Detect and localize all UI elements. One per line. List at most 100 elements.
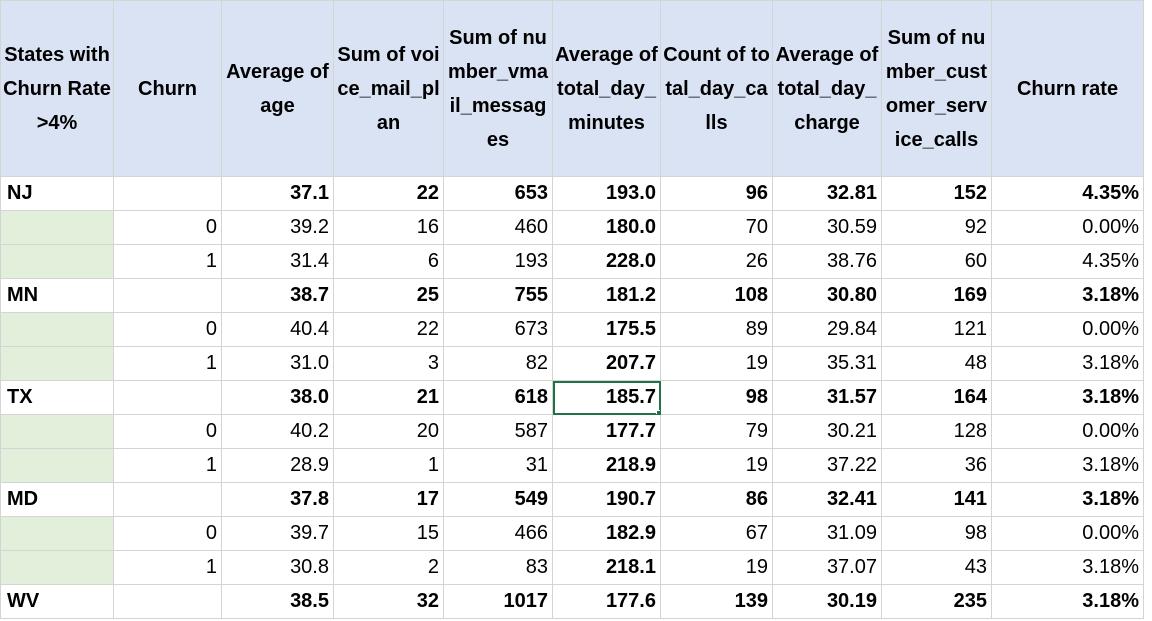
day-minutes-cell[interactable]: 218.9 [552,448,661,483]
churn-cell[interactable]: 1 [113,244,222,279]
age-cell[interactable]: 37.1 [221,176,334,211]
churn-rate-cell[interactable]: 3.18% [991,278,1144,313]
churn-rate-cell[interactable]: 3.18% [991,482,1144,517]
vmail-messages-cell[interactable]: 83 [443,550,553,585]
day-minutes-cell[interactable]: 228.0 [552,244,661,279]
state-cell[interactable] [0,516,114,551]
age-cell[interactable]: 37.8 [221,482,334,517]
service-calls-cell[interactable]: 92 [881,210,992,245]
voice-mail-plan-cell[interactable]: 20 [333,414,444,449]
voice-mail-plan-cell[interactable]: 2 [333,550,444,585]
churn-cell[interactable]: 1 [113,448,222,483]
age-cell[interactable]: 39.2 [221,210,334,245]
voice-mail-plan-cell[interactable]: 6 [333,244,444,279]
day-charge-cell[interactable]: 38.76 [772,244,882,279]
churn-rate-cell[interactable]: 0.00% [991,312,1144,347]
state-cell[interactable] [0,312,114,347]
churn-rate-cell[interactable]: 0.00% [991,210,1144,245]
age-cell[interactable]: 40.2 [221,414,334,449]
churn-rate-cell[interactable]: 3.18% [991,584,1144,619]
day-calls-cell[interactable]: 98 [660,380,773,415]
age-cell[interactable]: 38.7 [221,278,334,313]
churn-cell[interactable]: 1 [113,346,222,381]
day-minutes-cell[interactable]: 177.7 [552,414,661,449]
state-cell[interactable] [0,448,114,483]
header-average-age[interactable]: Average of age [221,0,334,177]
churn-rate-cell[interactable]: 3.18% [991,550,1144,585]
churn-cell[interactable]: 1 [113,550,222,585]
state-cell[interactable] [0,346,114,381]
state-cell[interactable] [0,414,114,449]
state-cell[interactable]: NJ [0,176,114,211]
voice-mail-plan-cell[interactable]: 3 [333,346,444,381]
vmail-messages-cell[interactable]: 653 [443,176,553,211]
header-sum-customer-service-calls[interactable]: Sum of number_customer_service_calls [881,0,992,177]
vmail-messages-cell[interactable]: 460 [443,210,553,245]
vmail-messages-cell[interactable]: 193 [443,244,553,279]
age-cell[interactable]: 31.0 [221,346,334,381]
day-charge-cell[interactable]: 30.21 [772,414,882,449]
churn-rate-cell[interactable]: 3.18% [991,380,1144,415]
service-calls-cell[interactable]: 141 [881,482,992,517]
churn-cell[interactable]: 0 [113,414,222,449]
day-minutes-cell[interactable]: 181.2 [552,278,661,313]
state-cell[interactable] [0,244,114,279]
churn-cell[interactable] [113,176,222,211]
header-states[interactable]: States with Churn Rate >4% [0,0,114,177]
header-sum-vmail-messages[interactable]: Sum of number_vmail_messages [443,0,553,177]
service-calls-cell[interactable]: 36 [881,448,992,483]
day-minutes-cell[interactable]: 180.0 [552,210,661,245]
day-minutes-cell[interactable]: 175.5 [552,312,661,347]
day-calls-cell[interactable]: 79 [660,414,773,449]
day-minutes-cell[interactable]: 207.7 [552,346,661,381]
voice-mail-plan-cell[interactable]: 32 [333,584,444,619]
churn-cell[interactable] [113,584,222,619]
day-charge-cell[interactable]: 30.19 [772,584,882,619]
day-charge-cell[interactable]: 32.81 [772,176,882,211]
service-calls-cell[interactable]: 48 [881,346,992,381]
day-calls-cell[interactable]: 19 [660,346,773,381]
voice-mail-plan-cell[interactable]: 15 [333,516,444,551]
churn-cell[interactable] [113,380,222,415]
age-cell[interactable]: 30.8 [221,550,334,585]
day-calls-cell[interactable]: 89 [660,312,773,347]
churn-rate-cell[interactable]: 3.18% [991,346,1144,381]
service-calls-cell[interactable]: 169 [881,278,992,313]
day-charge-cell[interactable]: 37.22 [772,448,882,483]
vmail-messages-cell[interactable]: 673 [443,312,553,347]
day-minutes-cell[interactable]: 190.7 [552,482,661,517]
service-calls-cell[interactable]: 98 [881,516,992,551]
day-calls-cell[interactable]: 108 [660,278,773,313]
day-charge-cell[interactable]: 37.07 [772,550,882,585]
state-cell[interactable]: WV [0,584,114,619]
churn-cell[interactable]: 0 [113,312,222,347]
day-calls-cell[interactable]: 26 [660,244,773,279]
churn-cell[interactable]: 0 [113,516,222,551]
age-cell[interactable]: 40.4 [221,312,334,347]
state-cell[interactable]: MN [0,278,114,313]
age-cell[interactable]: 39.7 [221,516,334,551]
day-charge-cell[interactable]: 29.84 [772,312,882,347]
service-calls-cell[interactable]: 235 [881,584,992,619]
header-count-day-calls[interactable]: Count of total_day_calls [660,0,773,177]
voice-mail-plan-cell[interactable]: 21 [333,380,444,415]
day-minutes-cell[interactable]: 182.9 [552,516,661,551]
day-calls-cell[interactable]: 86 [660,482,773,517]
voice-mail-plan-cell[interactable]: 22 [333,176,444,211]
day-charge-cell[interactable]: 31.09 [772,516,882,551]
churn-rate-cell[interactable]: 4.35% [991,176,1144,211]
churn-rate-cell[interactable]: 0.00% [991,516,1144,551]
vmail-messages-cell[interactable]: 549 [443,482,553,517]
service-calls-cell[interactable]: 152 [881,176,992,211]
age-cell[interactable]: 31.4 [221,244,334,279]
day-charge-cell[interactable]: 30.59 [772,210,882,245]
voice-mail-plan-cell[interactable]: 1 [333,448,444,483]
voice-mail-plan-cell[interactable]: 25 [333,278,444,313]
state-cell[interactable]: MD [0,482,114,517]
vmail-messages-cell[interactable]: 82 [443,346,553,381]
vmail-messages-cell[interactable]: 618 [443,380,553,415]
state-cell[interactable]: TX [0,380,114,415]
churn-cell[interactable] [113,278,222,313]
service-calls-cell[interactable]: 128 [881,414,992,449]
day-charge-cell[interactable]: 31.57 [772,380,882,415]
